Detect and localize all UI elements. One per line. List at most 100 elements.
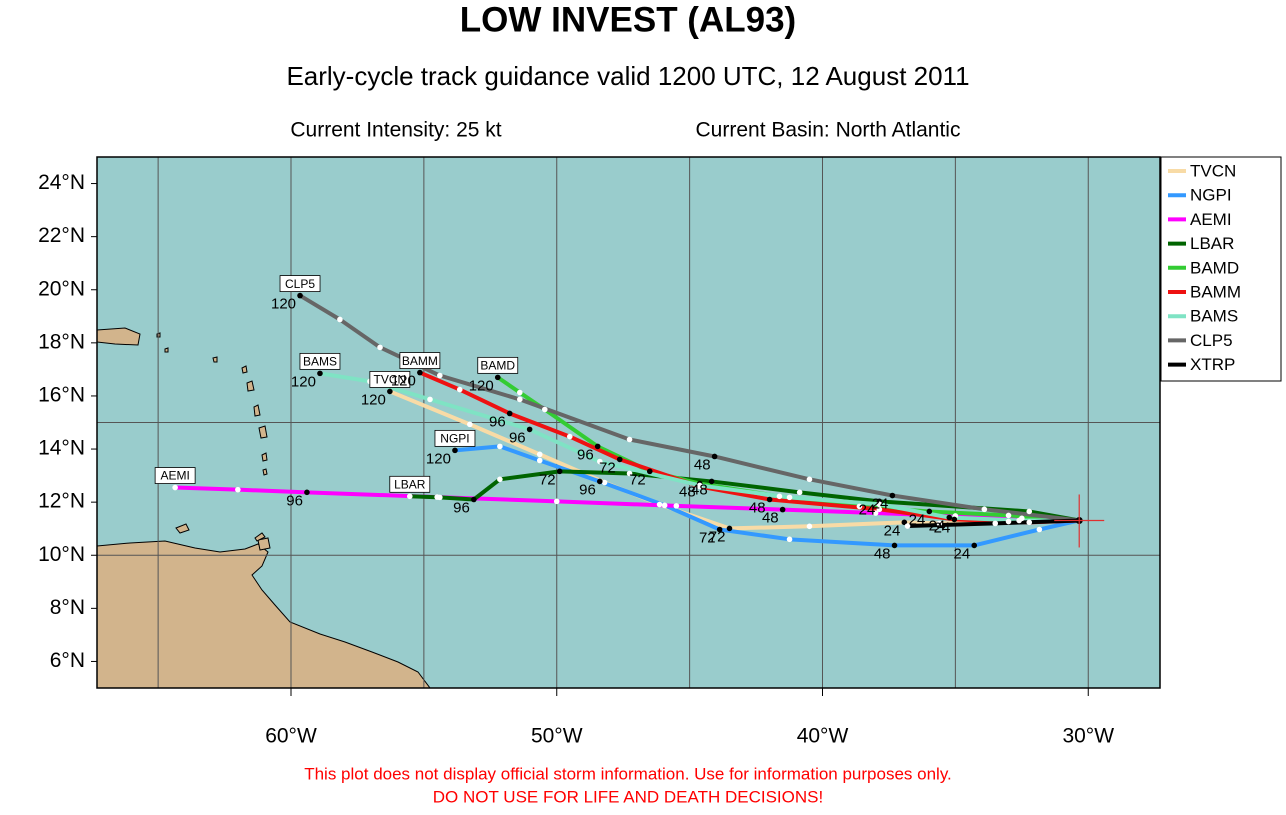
- track-point: [696, 482, 703, 489]
- plot-frame: [96, 156, 1161, 689]
- x-tick-label: 40°W: [797, 725, 849, 748]
- track-point: [497, 476, 503, 483]
- legend-label: XTRP: [1190, 355, 1235, 374]
- x-tick-label: 30°W: [1062, 725, 1114, 748]
- track-point: [711, 453, 718, 460]
- track-point: [456, 386, 463, 393]
- puerto-rico: [97, 327, 141, 346]
- track-point: [506, 410, 513, 417]
- track-point: [553, 498, 560, 505]
- island: [164, 347, 169, 353]
- chart-title: LOW INVEST (AL93): [460, 0, 796, 39]
- track-point: [1026, 508, 1033, 515]
- hour-label: 96: [579, 481, 596, 498]
- track-point: [876, 501, 883, 508]
- track-point: [876, 506, 883, 513]
- legend-label: BAMM: [1190, 282, 1241, 301]
- track-point: [786, 494, 793, 501]
- hour-label: 120: [361, 391, 386, 408]
- track-point: [992, 520, 999, 527]
- track-point: [467, 421, 473, 428]
- legend-label: CLP5: [1190, 331, 1233, 350]
- model-box: [477, 356, 519, 374]
- track-point: [656, 501, 663, 508]
- track-point: [297, 292, 303, 299]
- model-label: BAMS: [303, 355, 337, 369]
- model-box: [389, 475, 431, 493]
- hour-label: 120: [469, 377, 494, 394]
- track-point: [889, 492, 896, 499]
- track-point: [971, 542, 978, 549]
- y-tick-label: 10°N: [38, 543, 85, 566]
- track-point: [566, 433, 573, 440]
- hour-label: 24: [929, 518, 946, 535]
- track-point: [556, 468, 563, 475]
- legend-label: NGPI: [1190, 186, 1232, 205]
- track-point: [951, 516, 958, 523]
- track-point: [616, 456, 623, 463]
- land: [97, 327, 431, 688]
- track-point: [471, 496, 477, 503]
- axes: 60°W 50°W 40°W 30°W 6°N 8°N 10°N 12°N 14°N 16°N 18…: [38, 171, 1114, 747]
- annotation: Current Basin: North Atlantic: [696, 119, 961, 142]
- track-point: [497, 443, 503, 450]
- track-point: [377, 344, 383, 351]
- model-box: [154, 467, 196, 484]
- hour-label: 72: [629, 471, 646, 488]
- disclaimer: This plot does not display official stor…: [304, 764, 952, 783]
- hour-label: 24: [934, 519, 951, 536]
- annotation: Current Intensity: 25 kt: [290, 119, 501, 142]
- track-point: [806, 523, 813, 530]
- track-point: [726, 525, 733, 532]
- track-point: [1036, 526, 1043, 533]
- hour-label: 120: [291, 373, 316, 390]
- hour-label: 96: [453, 499, 470, 516]
- track-point: [1005, 518, 1012, 525]
- legend-label: BAMS: [1190, 307, 1238, 326]
- track-point: [776, 493, 783, 500]
- model-label: BAMD: [480, 359, 515, 373]
- track-point: [901, 519, 908, 526]
- track-point: [926, 508, 933, 515]
- hour-label: 48: [762, 510, 779, 527]
- model-label: NGPI: [440, 432, 469, 446]
- model-box: [299, 352, 341, 370]
- tracks: [172, 292, 1083, 549]
- chart-subtitle: Early-cycle track guidance valid 1200 UT…: [286, 61, 969, 91]
- track-point: [406, 493, 413, 500]
- track-point: [437, 372, 443, 379]
- hour-label: 48: [691, 481, 708, 498]
- track-point: [452, 447, 458, 454]
- y-tick-label: 14°N: [38, 437, 85, 460]
- hour-label: 96: [489, 413, 506, 430]
- track-point: [427, 396, 433, 403]
- island: [262, 468, 268, 476]
- track-labels: 2472120TVCN24487296120NGPI4896AEMI244872…: [154, 275, 1105, 562]
- track-point: [796, 489, 803, 496]
- model-label: AEMI: [160, 469, 189, 483]
- hour-label: 48: [679, 484, 696, 501]
- y-tick-label: 8°N: [50, 596, 85, 619]
- trinidad: [257, 537, 271, 551]
- track-point: [417, 369, 423, 376]
- island: [241, 365, 248, 374]
- hour-label: 48: [694, 456, 711, 473]
- hour-label: 48: [874, 545, 891, 562]
- track-point: [779, 506, 786, 513]
- track-point: [494, 374, 501, 381]
- track-point: [541, 406, 548, 413]
- track-point: [626, 436, 633, 443]
- track-point: [526, 426, 533, 433]
- track-point: [891, 542, 898, 549]
- hour-label: 24: [884, 522, 901, 539]
- island: [253, 404, 261, 417]
- track-point: [708, 478, 715, 485]
- track-point: [317, 370, 323, 377]
- hour-label: 24: [954, 545, 971, 562]
- model-label: TVCN: [374, 373, 407, 387]
- track-point: [981, 506, 988, 513]
- track-point: [594, 443, 601, 450]
- hour-label: 72: [539, 471, 556, 488]
- track-point: [856, 503, 863, 510]
- track-point: [517, 396, 523, 403]
